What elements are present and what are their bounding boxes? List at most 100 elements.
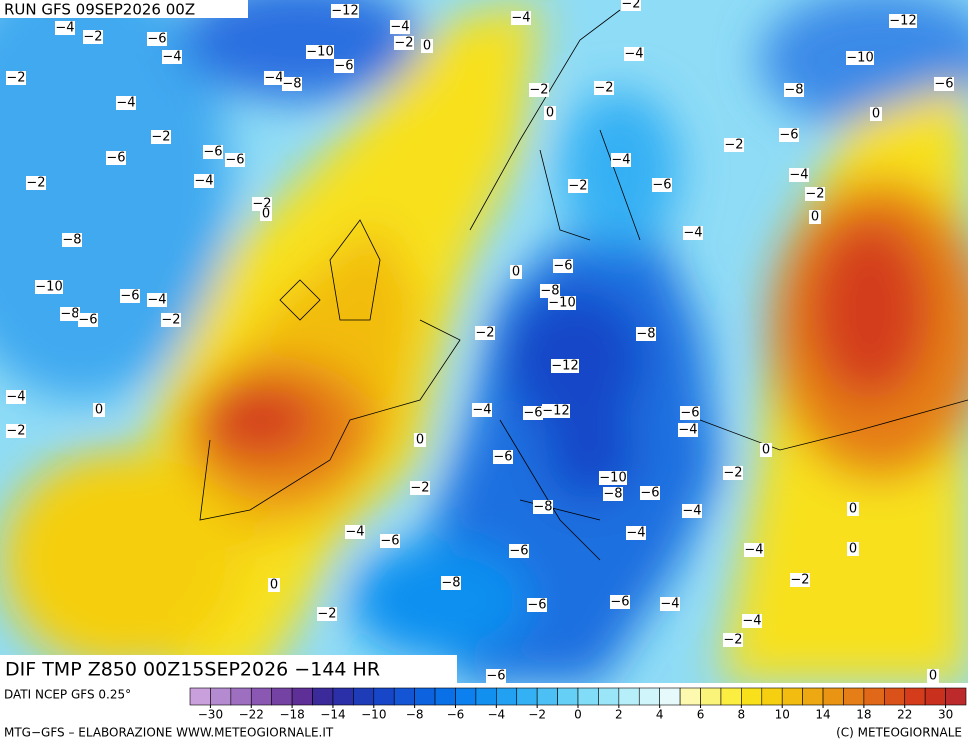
label-bg bbox=[744, 543, 764, 557]
label-bg bbox=[626, 526, 646, 540]
label-bg bbox=[225, 153, 245, 167]
colorbar-tick-label: 4 bbox=[656, 708, 664, 722]
colorbar-box bbox=[210, 687, 232, 706]
colorbar-box bbox=[189, 687, 211, 706]
contour-label: −2 bbox=[410, 481, 429, 496]
label-bg bbox=[394, 36, 414, 50]
label-bg bbox=[568, 179, 588, 193]
label-bg bbox=[934, 77, 954, 91]
colorbar-box bbox=[822, 687, 844, 706]
contour-label: −8 bbox=[282, 77, 301, 92]
colorbar-box bbox=[741, 687, 763, 706]
colorbar-tick-label: 0 bbox=[574, 708, 582, 722]
colorbar-box bbox=[904, 687, 926, 706]
map-title: DIF TMP Z850 00Z15SEP2026 −144 HR bbox=[5, 659, 380, 681]
colorbar-box bbox=[496, 687, 518, 706]
contour-label: −2 bbox=[594, 81, 613, 96]
colorbar-tick-label: 8 bbox=[738, 708, 746, 722]
label-bg bbox=[35, 280, 63, 294]
colorbar-box bbox=[884, 687, 906, 706]
contour-label: −2 bbox=[723, 633, 742, 648]
colorbar: −30 −22 −18 −14 −10 −8 −6 −4 −2 0 2 4 6 8 10 14 18 22 30 bbox=[189, 687, 967, 722]
label-bg bbox=[194, 174, 214, 188]
contour-label: −6 bbox=[680, 406, 699, 421]
colorbar-box bbox=[618, 687, 640, 706]
label-bg bbox=[784, 83, 804, 97]
contour-label: 0 bbox=[423, 39, 431, 54]
colorbar-box bbox=[843, 687, 865, 706]
colorbar-box bbox=[271, 687, 293, 706]
colorbar-box bbox=[475, 687, 497, 706]
contour-label: −6 bbox=[493, 450, 512, 465]
label-bg bbox=[203, 145, 223, 159]
label-bg bbox=[621, 0, 641, 11]
label-bg bbox=[624, 47, 644, 61]
colorbar-tick-label: −8 bbox=[406, 708, 424, 722]
contour-label: −2 bbox=[317, 607, 336, 622]
label-bg bbox=[723, 466, 743, 480]
label-bg bbox=[805, 187, 825, 201]
label-bg bbox=[529, 83, 549, 97]
colorbar-box bbox=[557, 687, 579, 706]
contour-label: −4 bbox=[626, 526, 645, 541]
contour-label: −4 bbox=[6, 390, 25, 405]
label-bg bbox=[523, 406, 543, 420]
contour-label: −8 bbox=[533, 500, 552, 515]
label-bg bbox=[116, 96, 136, 110]
label-bg bbox=[331, 4, 359, 18]
colorbar-box bbox=[373, 687, 395, 706]
contour-label: −2 bbox=[394, 36, 413, 51]
contour-label: −6 bbox=[486, 669, 505, 684]
colorbar-box bbox=[700, 687, 722, 706]
colorbar-box bbox=[332, 687, 354, 706]
label-bg bbox=[527, 598, 547, 612]
contour-label: −8 bbox=[62, 233, 81, 248]
contour-label: −6 bbox=[523, 406, 542, 421]
label-bg bbox=[6, 424, 26, 438]
label-bg bbox=[120, 289, 140, 303]
colorbar-box bbox=[434, 687, 456, 706]
label-bg bbox=[847, 502, 859, 516]
label-bg bbox=[760, 443, 772, 457]
label-bg bbox=[723, 633, 743, 647]
label-bg bbox=[652, 178, 672, 192]
colorbar-tick-label: −14 bbox=[320, 708, 345, 722]
label-bg bbox=[640, 486, 660, 500]
label-bg bbox=[683, 226, 703, 240]
contour-label: −12 bbox=[542, 404, 569, 419]
contour-label: −10 bbox=[35, 280, 62, 295]
contour-label: −4 bbox=[472, 403, 491, 418]
contour-label: −8 bbox=[603, 487, 622, 502]
label-bg bbox=[26, 176, 46, 190]
contour-label: −2 bbox=[723, 466, 742, 481]
colorbar-tick-label: 30 bbox=[938, 708, 953, 722]
label-bg bbox=[724, 138, 744, 152]
label-bg bbox=[421, 39, 433, 53]
label-bg bbox=[334, 59, 354, 73]
contour-label: −8 bbox=[636, 327, 655, 342]
label-bg bbox=[162, 50, 182, 64]
label-bg bbox=[540, 284, 560, 298]
contour-label: −2 bbox=[805, 187, 824, 202]
label-bg bbox=[870, 107, 882, 121]
colorbar-tick-label: −4 bbox=[487, 708, 505, 722]
contour-label: 0 bbox=[811, 210, 819, 225]
colorbar-tick-label: 22 bbox=[897, 708, 912, 722]
contour-label: −2 bbox=[83, 30, 102, 45]
label-bg bbox=[603, 487, 623, 501]
colorbar-tick-label: −22 bbox=[239, 708, 264, 722]
label-bg bbox=[611, 153, 631, 167]
run-box bbox=[0, 0, 248, 18]
colorbar-box bbox=[516, 687, 538, 706]
label-bg bbox=[147, 32, 167, 46]
contour-label: −2 bbox=[161, 313, 180, 328]
contour-label: −6 bbox=[120, 289, 139, 304]
colorbar-tick-label: −18 bbox=[279, 708, 304, 722]
label-bg bbox=[475, 326, 495, 340]
label-bg bbox=[390, 20, 410, 34]
contour-label: −4 bbox=[682, 504, 701, 519]
colorbar-box bbox=[720, 687, 742, 706]
contour-label: −4 bbox=[660, 597, 679, 612]
contour-label: −6 bbox=[334, 59, 353, 74]
label-bg bbox=[414, 433, 426, 447]
